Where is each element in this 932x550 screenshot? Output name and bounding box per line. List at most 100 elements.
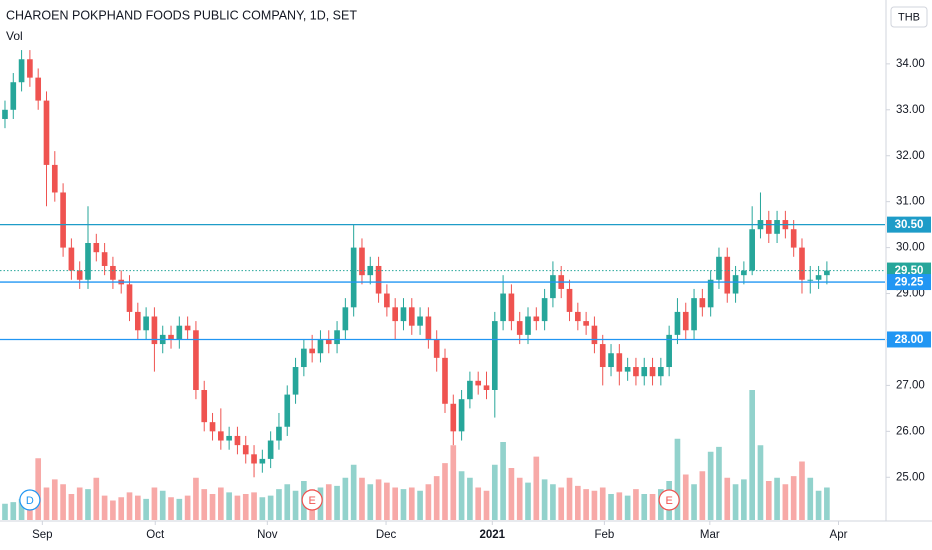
candle-body: [359, 247, 365, 276]
volume-bar: [218, 487, 224, 520]
candle-body: [458, 399, 465, 432]
volume-bar: [251, 492, 257, 520]
currency-box[interactable]: [890, 6, 928, 28]
volume-bar: [500, 442, 506, 520]
volume-bar: [60, 484, 66, 520]
candle-body: [508, 293, 515, 322]
volume-bar: [325, 484, 332, 520]
candle-body: [143, 316, 149, 331]
candle-body: [575, 311, 581, 322]
event-marker-label: E: [308, 495, 315, 507]
candle-body: [541, 298, 548, 322]
volume-bar: [450, 445, 457, 520]
candle-body: [134, 311, 141, 331]
volume-bar: [550, 484, 556, 520]
candle-body: [317, 339, 324, 354]
volume-bar: [143, 498, 149, 520]
candle-body: [682, 311, 689, 331]
volume-bar: [716, 446, 722, 520]
volume-bar: [101, 495, 108, 520]
candle-body: [209, 422, 216, 432]
candle-body: [724, 256, 731, 294]
volume-bar: [35, 458, 42, 520]
volume-bar: [234, 495, 241, 520]
volume-bar: [68, 494, 75, 520]
candle-body: [467, 380, 473, 400]
volume-bar: [350, 464, 357, 520]
volume-bar: [267, 495, 274, 520]
volume-bar: [782, 484, 789, 520]
volume-bar: [732, 484, 739, 520]
volume-bar: [608, 494, 614, 520]
volume-bar: [467, 477, 473, 520]
candle-body: [309, 348, 315, 354]
candle-body: [624, 367, 631, 372]
candle-body: [716, 256, 722, 280]
axes: 25.00 26.00 27.00 28.00 29.00 30.00 31.00 32.00…: [32, 58, 931, 541]
candle-body: [184, 325, 191, 331]
volume-bar: [525, 482, 531, 520]
candle-body: [616, 353, 623, 372]
candle-body: [732, 275, 739, 294]
candle-body: [525, 316, 531, 335]
volume-bar: [599, 487, 606, 520]
candle-body: [658, 367, 664, 377]
event-marker-label: D: [26, 495, 34, 507]
candle-body: [234, 435, 241, 446]
volume-bar: [367, 484, 374, 520]
volume-bar: [168, 497, 174, 520]
volume-bar: [807, 477, 814, 520]
candle-body: [325, 339, 332, 345]
y-tick-label: 27.00: [896, 379, 925, 391]
y-tick-label: 29.00: [896, 288, 925, 300]
volume-bar: [384, 482, 390, 520]
candle-body: [591, 325, 598, 345]
volume-bar: [790, 476, 797, 520]
volume-bar: [616, 492, 623, 520]
volume-bar: [633, 489, 639, 520]
volume-bar: [566, 477, 573, 520]
volume-bar: [118, 497, 125, 520]
price-label: 29.25: [895, 277, 924, 289]
candle-body: [384, 293, 390, 308]
candle-body: [599, 344, 606, 368]
volume-bar: [624, 495, 631, 520]
candle-body: [110, 265, 116, 280]
candle-body: [151, 316, 158, 345]
volume-bar: [226, 492, 232, 520]
volume-bar: [134, 495, 141, 520]
candle-body: [674, 311, 681, 335]
currency-label[interactable]: THB: [898, 11, 920, 23]
y-tick-label: 25.00: [896, 471, 925, 483]
candle-body: [43, 100, 50, 165]
candle-body: [126, 284, 133, 312]
candle-body: [633, 367, 639, 377]
candle-body: [749, 229, 755, 271]
candle-body: [408, 307, 415, 326]
volume-bar: [276, 489, 282, 520]
volume-bar: [359, 477, 365, 520]
volume-bar: [575, 485, 581, 520]
price-label-box: [887, 274, 931, 291]
volume-bar: [433, 476, 440, 520]
candle-body: [93, 243, 100, 253]
candle-body: [491, 321, 498, 390]
volume-bar: [691, 484, 697, 520]
volume-bar: [284, 484, 291, 520]
volume-bar: [408, 487, 415, 520]
volume-bar: [342, 477, 349, 520]
candle-body: [533, 316, 540, 322]
volume-bar: [442, 463, 448, 520]
candle-body: [226, 435, 232, 441]
candle-body: [392, 307, 399, 322]
candle-body: [292, 367, 299, 395]
candle-body: [342, 307, 349, 331]
candle-body: [68, 247, 75, 271]
volume-bar: [193, 477, 199, 520]
y-tick-label: 34.00: [896, 58, 925, 70]
candle-body: [367, 265, 374, 276]
candle-body: [608, 353, 614, 368]
event-marker: [301, 489, 323, 511]
volume-bar: [641, 494, 648, 520]
